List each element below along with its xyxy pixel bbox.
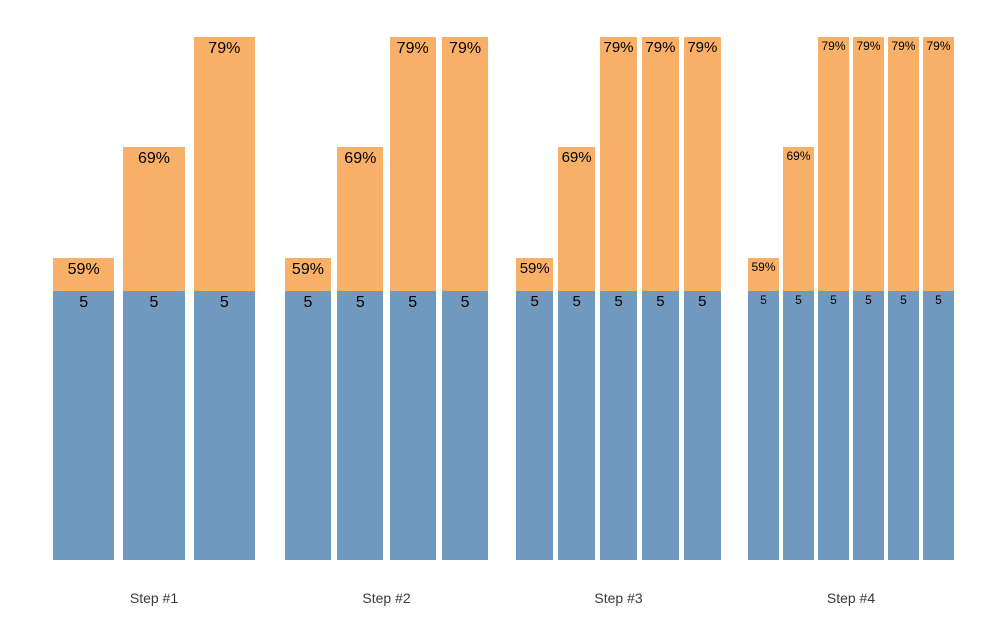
base-value-label: 5 — [830, 293, 837, 307]
percent-label: 79% — [926, 39, 951, 53]
percent-segment: 79% — [193, 37, 255, 291]
stacked-bar: 59% 5 — [748, 258, 779, 560]
base-value-label: 5 — [760, 293, 767, 307]
percent-segment: 59% — [516, 258, 554, 291]
base-segment: 5 — [683, 291, 722, 560]
base-value-label: 5 — [865, 293, 872, 307]
stacked-bar: 79% 5 — [641, 37, 680, 560]
percent-segment: 79% — [599, 37, 638, 291]
stacked-bar: 79% 5 — [683, 37, 722, 560]
base-value-label: 5 — [149, 294, 159, 311]
base-segment: 5 — [923, 291, 954, 560]
percent-label: 79% — [687, 39, 718, 56]
stacked-bar: 79% 5 — [442, 37, 488, 560]
percent-label: 79% — [603, 39, 634, 56]
stacked-bar: 69% 5 — [557, 147, 596, 560]
base-value-label: 5 — [408, 294, 418, 311]
base-segment: 5 — [599, 291, 638, 560]
percent-label: 79% — [821, 39, 846, 53]
bar-group-step-1: 59% 5 69% 5 79% 5 — [53, 37, 255, 560]
base-value-label: 5 — [935, 293, 942, 307]
stacked-bar: 79% 5 — [888, 37, 919, 560]
percent-segment: 59% — [53, 258, 115, 291]
stacked-bar: 79% 5 — [853, 37, 884, 560]
base-value-label: 5 — [900, 293, 907, 307]
base-segment: 5 — [389, 291, 436, 560]
base-segment: 5 — [818, 291, 849, 560]
category-label-step-1: Step #1 — [129, 590, 179, 606]
stacked-bar: 79% 5 — [389, 37, 436, 560]
base-segment: 5 — [557, 291, 596, 560]
percent-label: 79% — [396, 40, 429, 57]
base-value-label: 5 — [219, 294, 229, 311]
percent-segment: 59% — [748, 258, 779, 291]
base-value-label: 5 — [530, 293, 539, 310]
base-value-label: 5 — [303, 294, 313, 311]
base-value-label: 5 — [572, 293, 581, 310]
percent-label: 69% — [786, 149, 811, 163]
bar-group-step-4: 59% 5 69% 5 79% 5 79% 5 79% 5 79% 5 — [748, 37, 954, 560]
category-label-step-3: Step #3 — [594, 590, 643, 606]
percent-label: 69% — [344, 150, 377, 167]
base-value-label: 5 — [460, 294, 470, 311]
percent-segment: 69% — [783, 147, 814, 291]
stacked-bar: 79% 5 — [818, 37, 849, 560]
stacked-bar: 59% 5 — [285, 258, 331, 560]
base-segment: 5 — [123, 291, 185, 560]
base-segment: 5 — [641, 291, 680, 560]
category-label-step-2: Step #2 — [362, 590, 411, 606]
percent-label: 59% — [67, 261, 100, 278]
percent-label: 59% — [519, 260, 550, 277]
base-value-label: 5 — [79, 294, 89, 311]
bar-group-step-2: 59% 5 69% 5 79% 5 79% 5 — [285, 37, 488, 560]
percent-segment: 79% — [818, 37, 849, 291]
percent-segment: 79% — [389, 37, 436, 291]
base-segment: 5 — [516, 291, 554, 560]
percent-label: 69% — [561, 149, 592, 166]
percent-label: 79% — [856, 39, 881, 53]
base-value-label: 5 — [656, 293, 665, 310]
base-value-label: 5 — [698, 293, 707, 310]
category-label-step-4: Step #4 — [826, 590, 876, 606]
base-segment: 5 — [53, 291, 115, 560]
base-segment: 5 — [337, 291, 384, 560]
base-segment: 5 — [442, 291, 488, 560]
base-segment: 5 — [853, 291, 884, 560]
base-segment: 5 — [193, 291, 255, 560]
percent-segment: 79% — [853, 37, 884, 291]
percent-segment: 79% — [888, 37, 919, 291]
stacked-bar: 69% 5 — [337, 147, 384, 560]
base-segment: 5 — [783, 291, 814, 560]
stacked-bar: 69% 5 — [123, 147, 185, 560]
base-value-label: 5 — [795, 293, 802, 307]
percent-label: 79% — [645, 39, 676, 56]
stacked-bar: 79% 5 — [923, 37, 954, 560]
percent-segment: 69% — [337, 147, 384, 291]
percent-segment: 69% — [123, 147, 185, 291]
stacked-bar: 69% 5 — [783, 147, 814, 560]
base-segment: 5 — [285, 291, 331, 560]
percent-label: 69% — [137, 150, 170, 167]
bar-group-step-3: 59% 5 69% 5 79% 5 79% 5 79% 5 — [516, 37, 722, 560]
base-segment: 5 — [888, 291, 919, 560]
stacked-bar: 79% 5 — [193, 37, 255, 560]
stacked-bar: 59% 5 — [53, 258, 115, 560]
percent-label: 79% — [208, 40, 241, 57]
percent-segment: 79% — [442, 37, 488, 291]
base-segment: 5 — [748, 291, 779, 560]
percent-label: 59% — [291, 261, 324, 278]
percent-segment: 59% — [285, 258, 331, 291]
base-value-label: 5 — [614, 293, 623, 310]
percent-label: 79% — [449, 40, 482, 57]
percent-segment: 79% — [923, 37, 954, 291]
percent-segment: 79% — [683, 37, 722, 291]
percent-label: 59% — [751, 260, 776, 274]
stacked-bar: 79% 5 — [599, 37, 638, 560]
percent-segment: 79% — [641, 37, 680, 291]
stacked-bar: 59% 5 — [516, 258, 554, 560]
percent-segment: 69% — [557, 147, 596, 291]
percent-label: 79% — [891, 39, 916, 53]
base-value-label: 5 — [355, 294, 365, 311]
